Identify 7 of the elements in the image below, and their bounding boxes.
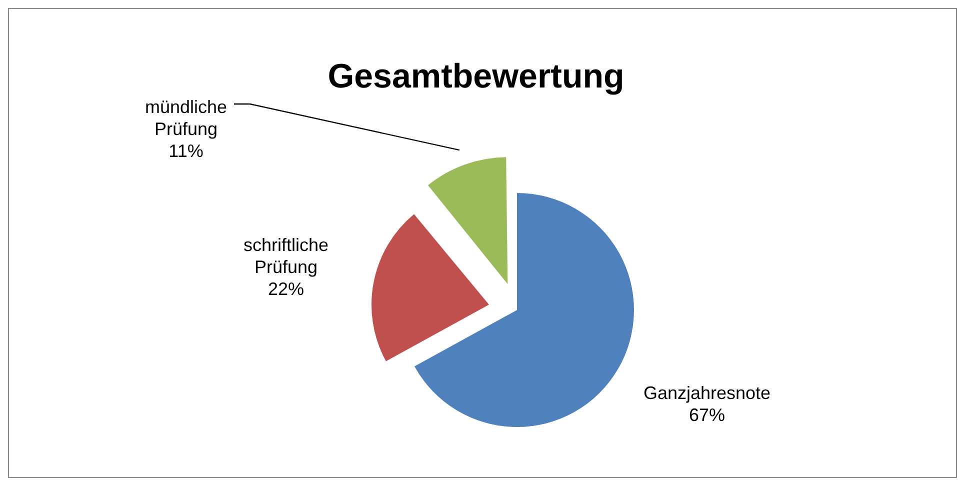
slice-label: schriftliche Prüfung xyxy=(243,234,329,277)
data-label: 67% xyxy=(688,404,726,425)
slice-label: Ganzjahresnote xyxy=(643,382,771,403)
data-label: 11% xyxy=(168,140,204,161)
slice-label: mündliche Prüfung xyxy=(144,96,228,139)
chart-title: Gesamtbewertung xyxy=(328,57,624,96)
data-label: 22% xyxy=(268,278,304,299)
